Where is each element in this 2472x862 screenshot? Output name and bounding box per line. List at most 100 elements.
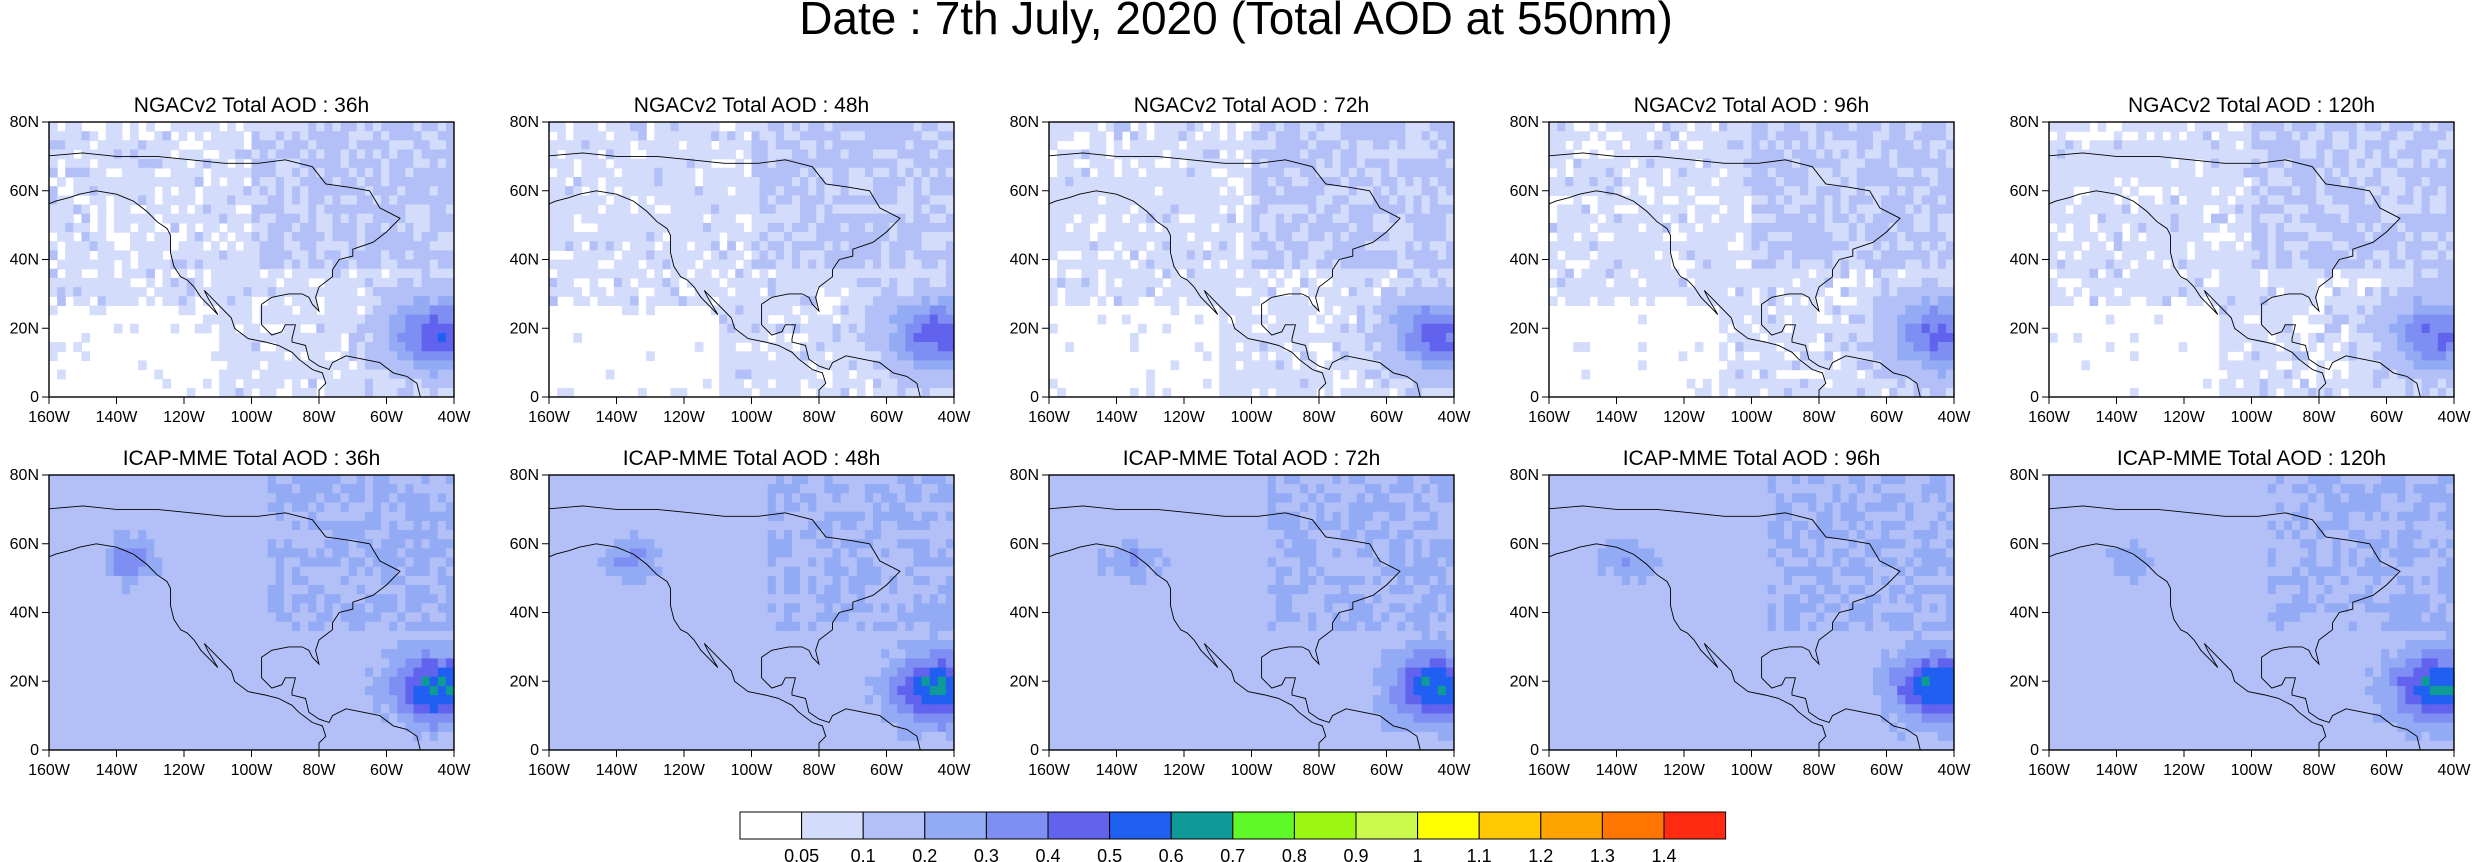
colorbar-swatch [985, 811, 1049, 840]
lon-tick-label: 40W [1438, 762, 1472, 779]
lat-tick-label: 60N [1010, 536, 1039, 553]
panel-title: ICAP-MME Total AOD : 120h [2117, 447, 2386, 470]
map-panel: ICAP-MME Total AOD : 48h 80N 60N 40N 20N 0 160… [510, 447, 972, 779]
colorbar-swatch [1355, 811, 1419, 840]
lat-tick-label: 60N [1510, 536, 1539, 553]
lon-tick-label: 100W [1731, 409, 1774, 426]
lat-tick-label: 40N [1010, 605, 1039, 622]
aod-field [1549, 475, 1954, 750]
lon-tick-label: 100W [731, 409, 774, 426]
lon-tick-label: 100W [2231, 762, 2274, 779]
colorbar-label: 0.3 [974, 846, 999, 862]
colorbar-label: 1 [1413, 846, 1423, 862]
lon-tick-label: 100W [1231, 762, 1274, 779]
colorbar-label: 0.4 [1035, 846, 1060, 862]
aod-field [49, 122, 454, 397]
lon-tick-label: 120W [663, 762, 706, 779]
lat-tick-label: 80N [1010, 467, 1039, 484]
lon-tick-label: 140W [96, 762, 139, 779]
lon-tick-label: 160W [2028, 762, 2071, 779]
colorbar-swatch [1478, 811, 1542, 840]
lat-tick-label: 0 [530, 389, 539, 406]
lon-tick-label: 140W [1596, 762, 1639, 779]
lon-tick-label: 160W [1028, 762, 1071, 779]
lat-tick-label: 20N [1510, 320, 1539, 337]
lon-tick-label: 100W [231, 409, 274, 426]
lat-tick-label: 60N [2010, 183, 2039, 200]
lat-tick-label: 80N [2010, 467, 2039, 484]
lat-tick-label: 40N [2010, 252, 2039, 269]
lon-tick-label: 80W [303, 762, 337, 779]
lat-tick-label: 80N [1010, 114, 1039, 131]
lon-tick-label: 160W [528, 762, 571, 779]
lat-tick-label: 40N [2010, 605, 2039, 622]
panel-title: NGACv2 Total AOD : 72h [1134, 94, 1369, 117]
lon-tick-label: 60W [1870, 409, 1904, 426]
lon-tick-label: 80W [303, 409, 337, 426]
lat-tick-label: 60N [510, 183, 539, 200]
aod-colorbar: 0.05 0.1 0.2 0.3 0.4 0.5 0.6 0.7 0.8 0.9 1 1.1 1.2 1.… [739, 811, 1727, 862]
coastline-outline [49, 505, 421, 750]
lat-tick-label: 40N [1510, 605, 1539, 622]
lon-tick-label: 140W [2096, 409, 2139, 426]
lat-tick-label: 60N [510, 536, 539, 553]
lat-tick-label: 0 [1530, 389, 1539, 406]
lon-tick-label: 80W [2303, 762, 2337, 779]
lat-tick-label: 20N [1010, 673, 1039, 690]
lat-tick-label: 0 [30, 389, 39, 406]
lon-tick-label: 80W [1303, 409, 1337, 426]
lon-tick-label: 120W [1163, 762, 1206, 779]
lat-tick-label: 60N [10, 183, 39, 200]
lon-tick-label: 40W [1438, 409, 1472, 426]
map-panel: ICAP-MME Total AOD : 36h 80N 60N 40N 20N 0 160… [10, 447, 472, 779]
colorbar-swatch [1047, 811, 1111, 840]
lon-tick-label: 140W [1096, 762, 1139, 779]
lat-tick-label: 40N [510, 605, 539, 622]
colorbar-swatch [1601, 811, 1665, 840]
map-panel: ICAP-MME Total AOD : 96h 80N 60N 40N 20N 0 160… [1510, 447, 1972, 779]
colorbar-label: 0.9 [1343, 846, 1368, 862]
coastline-outline [549, 152, 921, 397]
panel-title: NGACv2 Total AOD : 36h [134, 94, 369, 117]
aod-field [549, 122, 954, 397]
lon-tick-label: 120W [1163, 409, 1206, 426]
lon-tick-label: 60W [370, 409, 404, 426]
colorbar-swatch [924, 811, 987, 840]
lat-tick-label: 60N [2010, 536, 2039, 553]
lon-tick-label: 60W [1370, 762, 1404, 779]
map-panel: NGACv2 Total AOD : 72h 80N 60N 40N 20N 0 160W 1… [1010, 94, 1472, 426]
colorbar-label: 1.2 [1528, 846, 1553, 862]
lon-tick-label: 140W [1596, 409, 1639, 426]
map-panel: ICAP-MME Total AOD : 72h 80N 60N 40N 20N 0 160… [1010, 447, 1472, 779]
lon-tick-label: 100W [1231, 409, 1274, 426]
coastline-outline [2049, 505, 2421, 750]
coastline-outline [1549, 152, 1921, 397]
panel-title: ICAP-MME Total AOD : 96h [1623, 447, 1881, 470]
lon-tick-label: 100W [1731, 762, 1774, 779]
lat-tick-label: 40N [1010, 252, 1039, 269]
lon-tick-label: 60W [2370, 762, 2404, 779]
map-panel: NGACv2 Total AOD : 96h 80N 60N 40N 20N 0 160W 1… [1510, 94, 1972, 426]
lon-tick-label: 60W [370, 762, 404, 779]
lon-tick-label: 40W [438, 762, 472, 779]
panel-title: NGACv2 Total AOD : 96h [1634, 94, 1869, 117]
colorbar-label: 1.3 [1590, 846, 1615, 862]
lat-tick-label: 0 [1030, 389, 1039, 406]
colorbar-swatch [1417, 811, 1480, 840]
aod-field [549, 475, 954, 750]
colorbar-swatch [739, 811, 803, 840]
lat-tick-label: 80N [1510, 114, 1539, 131]
colorbar-label: 0.6 [1159, 846, 1184, 862]
lon-tick-label: 160W [1028, 409, 1071, 426]
colorbar-label: 0.5 [1097, 846, 1122, 862]
lon-tick-label: 140W [1096, 409, 1139, 426]
lat-tick-label: 20N [510, 320, 539, 337]
aod-field [1049, 475, 1454, 750]
colorbar-swatch [1663, 811, 1727, 840]
coastline-outline [2049, 152, 2421, 397]
lat-tick-label: 0 [1030, 742, 1039, 759]
lat-tick-label: 80N [2010, 114, 2039, 131]
colorbar-swatch [1109, 811, 1172, 840]
lon-tick-label: 100W [731, 762, 774, 779]
